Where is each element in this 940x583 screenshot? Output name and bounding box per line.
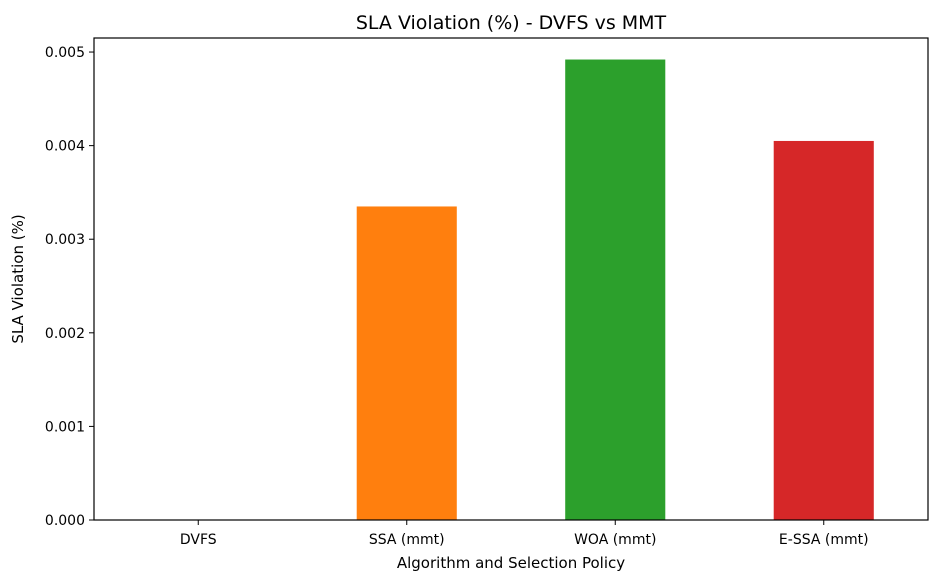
- y-tick-label: 0.004: [45, 139, 85, 155]
- chart-title: SLA Violation (%) - DVFS vs MMT: [356, 12, 667, 34]
- x-tick-label: WOA (mmt): [574, 532, 656, 548]
- y-tick-label: 0.000: [45, 513, 85, 529]
- x-axis-label: Algorithm and Selection Policy: [397, 554, 625, 572]
- bar-1: [356, 206, 457, 521]
- y-ticks: 0.000 0.001 0.002 0.003 0.004 0.005: [45, 45, 94, 529]
- bar-3: [773, 140, 874, 520]
- y-tick-label: 0.001: [45, 419, 85, 435]
- plot-frame: [93, 37, 929, 521]
- bars-group: [356, 59, 874, 521]
- y-axis-label: SLA Violation (%): [9, 214, 27, 343]
- y-tick-label: 0.005: [45, 45, 85, 61]
- x-tick-label: E-SSA (mmt): [779, 532, 869, 548]
- y-tick-label: 0.003: [45, 232, 85, 248]
- x-tick-label: DVFS: [180, 532, 217, 548]
- bar-2: [565, 59, 666, 520]
- x-ticks: DVFS SSA (mmt) WOA (mmt) E-SSA (mmt): [180, 520, 869, 548]
- x-tick-label: SSA (mmt): [369, 532, 445, 548]
- y-tick-label: 0.002: [45, 326, 85, 342]
